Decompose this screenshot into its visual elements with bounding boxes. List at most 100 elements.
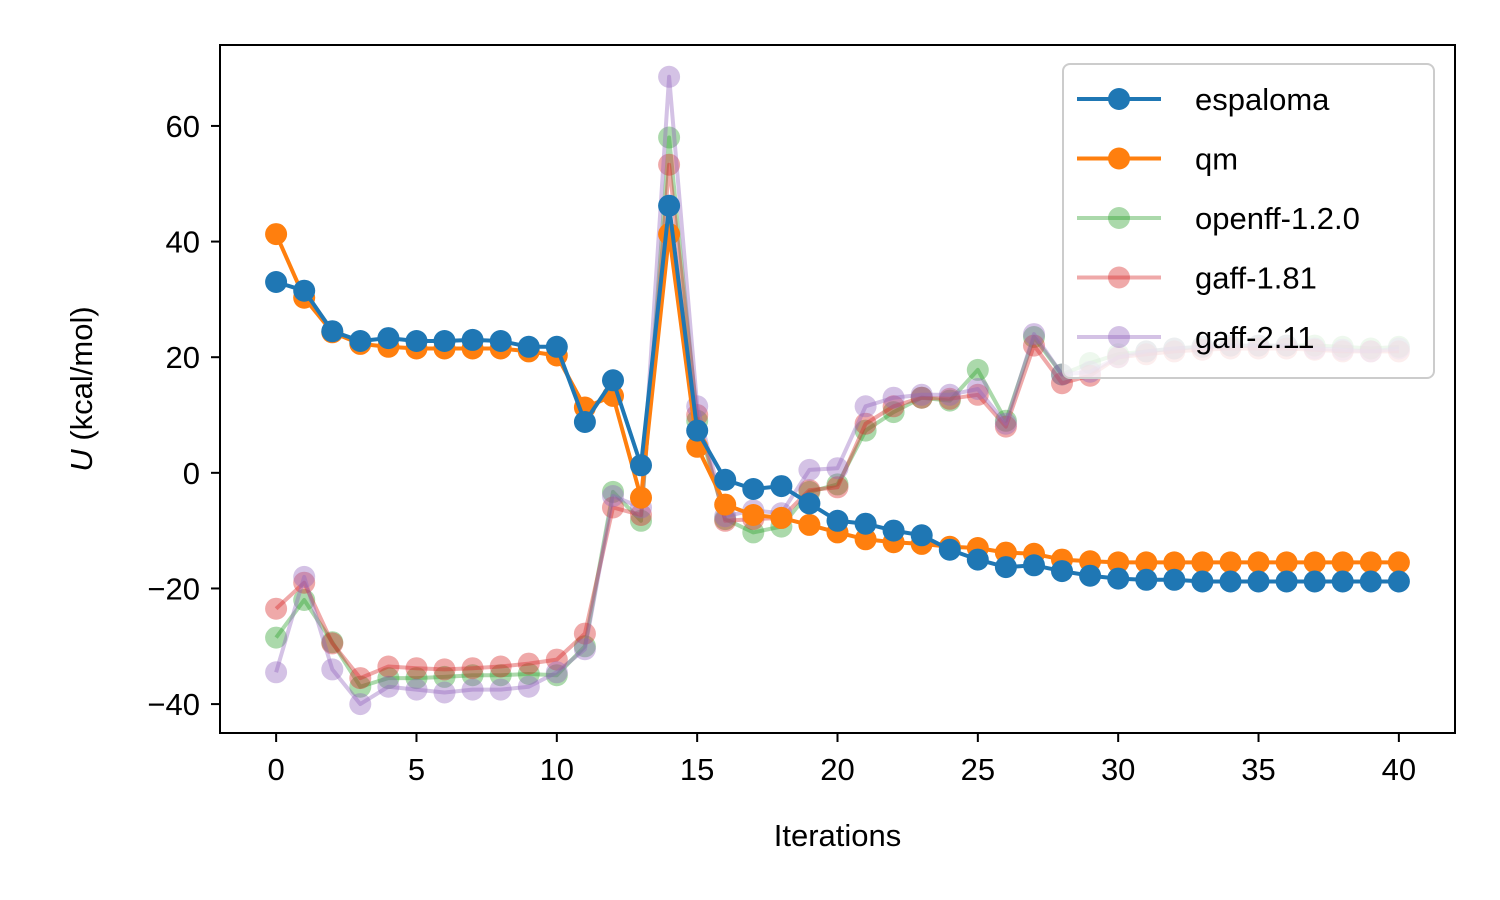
- data-point: [798, 513, 821, 536]
- legend-swatch-marker: [1108, 207, 1130, 229]
- legend-item-gaff-2.11: gaff-2.11: [1077, 320, 1315, 355]
- x-axis: 0 5 10 15 20 25 30 35 40: [268, 733, 1416, 787]
- data-point: [1051, 560, 1073, 583]
- data-point: [265, 271, 288, 293]
- data-point: [321, 320, 344, 343]
- data-point: [545, 661, 568, 684]
- data-point: [994, 409, 1017, 432]
- data-point: [658, 194, 681, 217]
- data-point: [966, 358, 989, 381]
- data-point: [854, 412, 877, 435]
- data-point: [910, 524, 933, 547]
- data-point: [658, 223, 681, 246]
- data-point: [826, 509, 849, 532]
- data-point: [658, 153, 681, 176]
- data-point: [489, 330, 512, 352]
- data-point: [377, 655, 400, 678]
- data-point: [826, 473, 849, 496]
- data-point: [798, 492, 821, 515]
- data-point: [714, 493, 737, 516]
- data-point: [573, 622, 596, 645]
- data-point: [910, 383, 933, 406]
- legend-swatch-marker: [1108, 326, 1130, 348]
- data-point: [938, 383, 961, 406]
- legend-swatch-marker: [1108, 88, 1130, 110]
- data-point: [1023, 326, 1045, 348]
- data-point: [602, 369, 624, 392]
- legend-item-qm: qm: [1077, 142, 1238, 177]
- data-point: [1163, 551, 1186, 574]
- legend-label: espaloma: [1195, 82, 1330, 117]
- data-point: [994, 412, 1017, 435]
- data-point: [265, 597, 288, 620]
- x-tick-label: 20: [820, 752, 854, 787]
- data-point: [461, 678, 484, 701]
- data-point: [1303, 570, 1326, 593]
- data-point: [882, 519, 905, 542]
- data-point: [1191, 551, 1214, 574]
- data-point: [1247, 551, 1270, 574]
- data-point: [1247, 570, 1270, 593]
- legend-item-espaloma: espaloma: [1077, 82, 1330, 117]
- data-point: [293, 279, 316, 302]
- data-point: [602, 485, 624, 507]
- y-axis-label-symbol: U: [64, 449, 99, 472]
- data-point: [1331, 551, 1354, 574]
- data-point: [517, 335, 540, 358]
- data-point: [630, 509, 652, 532]
- data-point: [882, 386, 905, 409]
- data-point: [433, 665, 456, 688]
- data-point: [602, 480, 624, 503]
- y-axis: −40 −20 0 20 40 60: [147, 109, 220, 722]
- data-point: [349, 675, 372, 698]
- data-point: [742, 478, 765, 500]
- data-point: [1191, 570, 1214, 593]
- data-point: [630, 454, 652, 477]
- y-tick-label: 60: [166, 109, 200, 144]
- data-point: [1359, 570, 1382, 593]
- data-point: [1275, 570, 1298, 593]
- data-point: [854, 528, 877, 551]
- data-point: [770, 506, 793, 529]
- data-point: [602, 496, 624, 519]
- data-point: [686, 419, 709, 442]
- data-point: [854, 395, 877, 418]
- data-point: [461, 328, 484, 351]
- x-tick-label: 25: [961, 752, 995, 787]
- data-point: [1079, 564, 1102, 587]
- data-point: [573, 638, 596, 661]
- data-point: [742, 521, 765, 544]
- y-tick-label: 0: [183, 456, 200, 491]
- legend-label: qm: [1195, 142, 1238, 177]
- data-point: [1107, 567, 1130, 590]
- data-point: [265, 661, 288, 684]
- data-point: [1023, 323, 1045, 346]
- x-tick-label: 40: [1382, 752, 1416, 787]
- data-point: [854, 512, 877, 535]
- legend-box: [1062, 63, 1435, 379]
- data-point: [798, 458, 821, 481]
- data-point: [321, 658, 344, 681]
- x-tick-label: 35: [1241, 752, 1275, 787]
- data-point: [517, 675, 540, 698]
- data-point: [714, 468, 737, 491]
- data-point: [461, 664, 484, 687]
- data-point: [1387, 551, 1410, 574]
- legend-label: gaff-1.81: [1195, 261, 1317, 296]
- data-point: [966, 378, 989, 400]
- data-point: [1023, 334, 1045, 357]
- y-axis-label-unit: (kcal/mol): [64, 306, 99, 449]
- data-point: [377, 667, 400, 690]
- data-point: [1303, 551, 1326, 574]
- data-point: [573, 635, 596, 658]
- data-point: [826, 457, 849, 480]
- data-point: [405, 657, 428, 680]
- data-point: [1135, 551, 1158, 574]
- data-point: [517, 652, 540, 675]
- data-point: [658, 65, 681, 88]
- data-point: [1219, 551, 1242, 574]
- data-point: [293, 589, 316, 611]
- series-espaloma: [265, 194, 1410, 593]
- data-point: [1219, 570, 1242, 593]
